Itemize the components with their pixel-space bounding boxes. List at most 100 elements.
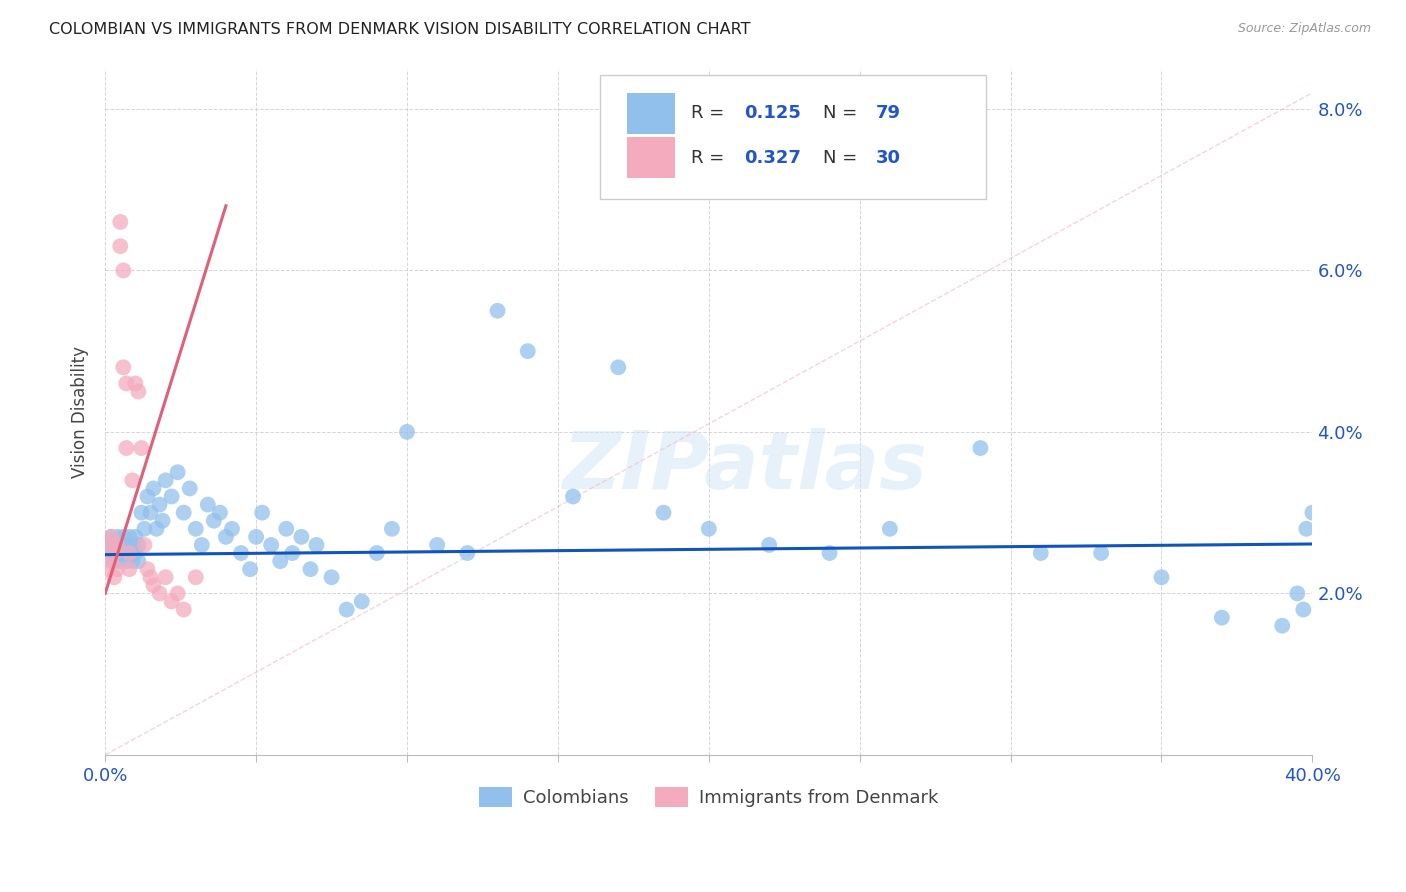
Point xyxy=(818,546,841,560)
Point xyxy=(124,546,146,560)
Point xyxy=(105,538,128,552)
Point xyxy=(115,554,138,568)
Point xyxy=(239,562,262,576)
Point xyxy=(879,522,901,536)
Point xyxy=(139,570,162,584)
Point xyxy=(112,360,135,375)
Text: N =: N = xyxy=(824,104,863,122)
Point xyxy=(142,578,165,592)
Point xyxy=(381,522,404,536)
Point xyxy=(1301,506,1323,520)
Point xyxy=(1090,546,1112,560)
Point xyxy=(197,498,219,512)
Point xyxy=(184,522,207,536)
Point xyxy=(112,263,135,277)
Point xyxy=(121,474,143,488)
Point xyxy=(139,506,162,520)
Point xyxy=(118,530,141,544)
Point xyxy=(281,546,304,560)
Point xyxy=(121,554,143,568)
Point xyxy=(124,530,146,544)
Point xyxy=(110,239,132,253)
Text: 30: 30 xyxy=(876,149,900,167)
Point xyxy=(426,538,449,552)
Point xyxy=(160,594,183,608)
Point xyxy=(127,384,149,399)
Point xyxy=(276,522,298,536)
Point xyxy=(97,562,120,576)
Point xyxy=(103,554,125,568)
Point xyxy=(229,546,252,560)
Point xyxy=(166,586,188,600)
Point xyxy=(105,562,128,576)
Point xyxy=(155,570,177,584)
Point xyxy=(1150,570,1173,584)
Point xyxy=(562,490,585,504)
Y-axis label: Vision Disability: Vision Disability xyxy=(72,346,89,478)
Point xyxy=(269,554,291,568)
Point xyxy=(131,441,153,455)
Text: ZIPatlas: ZIPatlas xyxy=(562,427,928,506)
Point xyxy=(260,538,283,552)
Point xyxy=(758,538,780,552)
Point xyxy=(97,538,120,552)
Point xyxy=(134,522,156,536)
Point xyxy=(245,530,267,544)
Legend: Colombians, Immigrants from Denmark: Colombians, Immigrants from Denmark xyxy=(472,780,945,814)
Point xyxy=(166,465,188,479)
Point xyxy=(131,506,153,520)
Point xyxy=(103,538,125,552)
Point xyxy=(202,514,225,528)
Point xyxy=(299,562,322,576)
Point xyxy=(221,522,243,536)
Text: 0.125: 0.125 xyxy=(744,104,800,122)
Text: N =: N = xyxy=(824,149,863,167)
Point xyxy=(148,586,170,600)
Point xyxy=(100,554,122,568)
Point xyxy=(366,546,388,560)
Point xyxy=(121,538,143,552)
FancyBboxPatch shape xyxy=(627,137,675,178)
Point xyxy=(112,530,135,544)
Point xyxy=(100,530,122,544)
Point xyxy=(395,425,418,439)
Point xyxy=(110,554,132,568)
Point xyxy=(160,490,183,504)
Point xyxy=(250,506,273,520)
Point xyxy=(103,570,125,584)
Point xyxy=(105,530,128,544)
Point xyxy=(456,546,478,560)
Point xyxy=(148,498,170,512)
Point xyxy=(179,482,201,496)
Point xyxy=(115,441,138,455)
Point xyxy=(127,554,149,568)
Point xyxy=(1211,610,1233,624)
Text: R =: R = xyxy=(690,104,730,122)
Point xyxy=(145,522,167,536)
FancyBboxPatch shape xyxy=(600,76,987,199)
Point xyxy=(136,490,159,504)
Text: R =: R = xyxy=(690,149,730,167)
Point xyxy=(118,562,141,576)
Point xyxy=(112,546,135,560)
Point xyxy=(1295,522,1317,536)
Point xyxy=(350,594,373,608)
Point xyxy=(134,538,156,552)
Point xyxy=(1286,586,1309,600)
Point xyxy=(118,546,141,560)
Point xyxy=(1271,618,1294,632)
Point xyxy=(173,506,195,520)
Point xyxy=(100,530,122,544)
Point xyxy=(124,376,146,391)
Point xyxy=(697,522,720,536)
Point xyxy=(103,546,125,560)
Point xyxy=(184,570,207,584)
Point xyxy=(105,546,128,560)
Point xyxy=(191,538,214,552)
Point xyxy=(208,506,231,520)
Point xyxy=(118,546,141,560)
Point xyxy=(173,602,195,616)
Point xyxy=(1292,602,1315,616)
Text: COLOMBIAN VS IMMIGRANTS FROM DENMARK VISION DISABILITY CORRELATION CHART: COLOMBIAN VS IMMIGRANTS FROM DENMARK VIS… xyxy=(49,22,751,37)
Point xyxy=(152,514,174,528)
